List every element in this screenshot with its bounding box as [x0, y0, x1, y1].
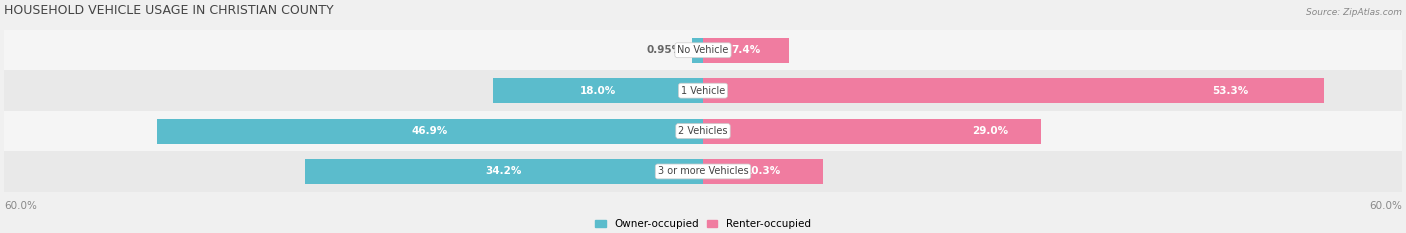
Bar [703, 38, 789, 63]
Bar [4, 151, 1402, 192]
Text: 53.3%: 53.3% [1212, 86, 1249, 96]
Text: 18.0%: 18.0% [581, 86, 616, 96]
Bar [4, 111, 1402, 151]
Text: 46.9%: 46.9% [412, 126, 449, 136]
Text: Source: ZipAtlas.com: Source: ZipAtlas.com [1306, 8, 1402, 17]
Bar [156, 119, 703, 144]
Text: 0.95%: 0.95% [647, 45, 683, 55]
Bar [4, 30, 1402, 70]
Bar [703, 78, 1324, 103]
Text: 1 Vehicle: 1 Vehicle [681, 86, 725, 96]
Legend: Owner-occupied, Renter-occupied: Owner-occupied, Renter-occupied [595, 219, 811, 229]
Text: 60.0%: 60.0% [1369, 201, 1402, 211]
Text: 34.2%: 34.2% [485, 166, 522, 176]
Bar [703, 119, 1040, 144]
Text: 3 or more Vehicles: 3 or more Vehicles [658, 166, 748, 176]
Bar [703, 159, 823, 184]
Bar [494, 78, 703, 103]
Text: HOUSEHOLD VEHICLE USAGE IN CHRISTIAN COUNTY: HOUSEHOLD VEHICLE USAGE IN CHRISTIAN COU… [4, 4, 333, 17]
Text: 2 Vehicles: 2 Vehicles [678, 126, 728, 136]
Bar [692, 38, 703, 63]
Text: 10.3%: 10.3% [745, 166, 782, 176]
Bar [4, 70, 1402, 111]
Text: 60.0%: 60.0% [4, 201, 37, 211]
Bar [305, 159, 703, 184]
Text: No Vehicle: No Vehicle [678, 45, 728, 55]
Text: 7.4%: 7.4% [731, 45, 761, 55]
Text: 29.0%: 29.0% [972, 126, 1008, 136]
